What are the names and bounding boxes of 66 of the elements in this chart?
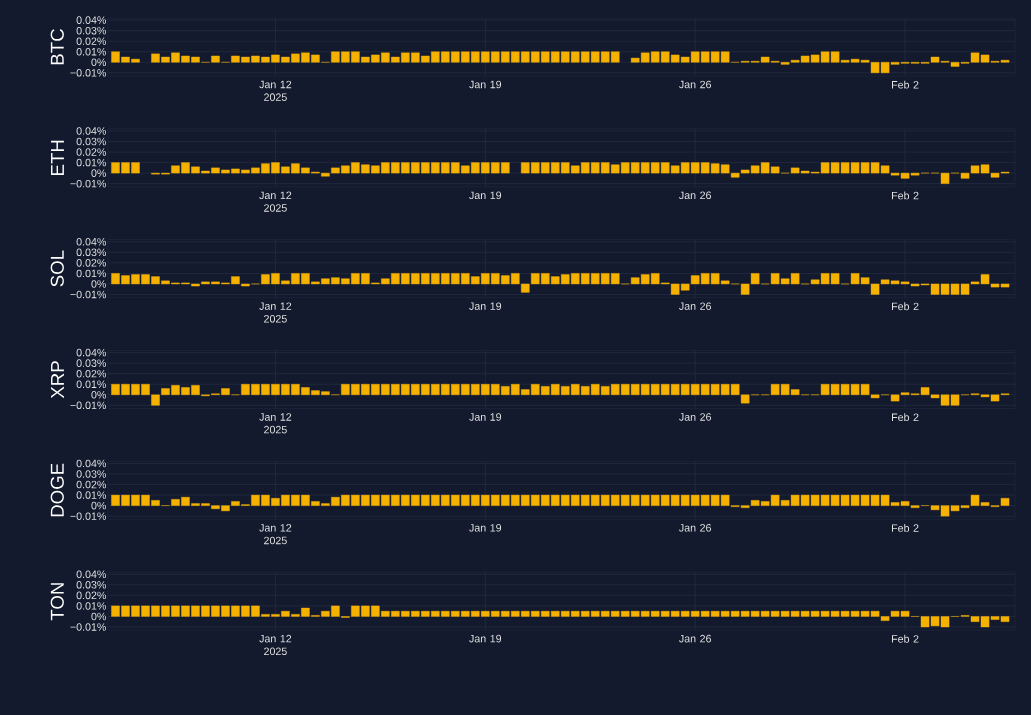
- y-tick-label: 0.01%: [76, 602, 107, 610]
- y-tick-label: 0.02%: [76, 37, 107, 45]
- x-tick-label: Feb 2: [892, 302, 919, 311]
- y-tick-label: 0.03%: [76, 581, 107, 589]
- x-tick-label: Feb 2: [892, 524, 919, 532]
- y-tick-label: −0.01%: [70, 69, 107, 77]
- x-tick-label: Jan 19: [469, 80, 502, 89]
- x-tick-label: Jan 12 2025: [259, 413, 292, 434]
- y-tick-label: 0.04%: [76, 348, 107, 357]
- y-tick-label: 0.03%: [76, 470, 107, 478]
- y-tick-label: −0.01%: [70, 401, 107, 410]
- x-tick-label: Jan 19: [469, 302, 502, 310]
- y-tick-label: 0.03%: [76, 248, 107, 257]
- y-axis-title: BTC: [50, 29, 64, 65]
- y-tick-label: 0%: [91, 612, 107, 621]
- x-tick-label: Feb 2: [892, 191, 919, 200]
- y-tick-label: 0.04%: [76, 570, 107, 579]
- y-tick-label: 0.03%: [76, 26, 107, 35]
- x-tick-label: Jan 26: [679, 413, 712, 421]
- y-tick-label: 0.02%: [76, 369, 107, 378]
- y-axis-title: XRP: [51, 361, 64, 399]
- x-tick-label: Jan 19: [469, 191, 502, 200]
- y-tick-label: 0.02%: [76, 480, 107, 489]
- y-tick-label: 0.01%: [76, 269, 107, 278]
- x-tick-label: Jan 26: [679, 524, 712, 532]
- y-tick-label: 0%: [91, 391, 107, 399]
- y-tick-label: 0.02%: [76, 259, 107, 267]
- x-tick-label: Feb 2: [892, 80, 919, 89]
- x-tick-label: Jan 12 2025: [259, 302, 292, 323]
- y-tick-label: −0.01%: [70, 623, 107, 631]
- x-tick-label: Feb 2: [892, 634, 919, 643]
- y-tick-label: 0.01%: [76, 491, 107, 499]
- y-tick-label: 0.02%: [76, 148, 107, 156]
- x-tick-label: Feb 2: [892, 413, 919, 422]
- x-tick-label: Jan 26: [679, 634, 712, 643]
- y-tick-label: 0%: [91, 169, 107, 177]
- x-tick-label: Jan 26: [679, 191, 712, 200]
- x-tick-label: Jan 26: [679, 302, 712, 310]
- y-tick-label: 0.01%: [76, 158, 107, 167]
- y-tick-label: −0.01%: [70, 179, 107, 188]
- y-tick-label: 0.03%: [76, 359, 107, 367]
- y-tick-label: −0.01%: [70, 290, 107, 299]
- x-tick-label: Jan 12 2025: [259, 634, 292, 656]
- y-axis-title: ETH: [51, 140, 64, 175]
- y-tick-label: 0.03%: [76, 137, 107, 146]
- y-tick-label: 0%: [91, 501, 107, 510]
- x-tick-label: Jan 19: [469, 524, 502, 532]
- y-tick-label: 0.01%: [76, 380, 107, 389]
- y-tick-label: 0.04%: [76, 16, 107, 24]
- y-axis-title: DOGE: [50, 463, 64, 517]
- y-tick-label: 0.04%: [76, 459, 107, 468]
- y-tick-label: 0.04%: [76, 127, 107, 135]
- x-tick-label: Jan 19: [469, 413, 502, 421]
- y-tick-label: −0.01%: [70, 512, 107, 520]
- x-tick-label: Jan 12 2025: [259, 80, 292, 101]
- y-tick-label: 0.04%: [76, 238, 107, 246]
- x-tick-label: Jan 19: [469, 634, 502, 643]
- x-tick-label: Jan 12 2025: [259, 524, 292, 545]
- x-tick-label: Jan 26: [679, 80, 712, 89]
- y-tick-label: 0%: [91, 280, 107, 288]
- y-axis-title: SOL: [50, 250, 64, 287]
- y-tick-label: 0%: [91, 58, 107, 67]
- y-tick-label: 0.01%: [76, 47, 107, 56]
- x-tick-label: Jan 12 2025: [259, 191, 292, 212]
- y-axis-title: TON: [50, 583, 64, 621]
- y-tick-label: 0.02%: [76, 591, 107, 600]
